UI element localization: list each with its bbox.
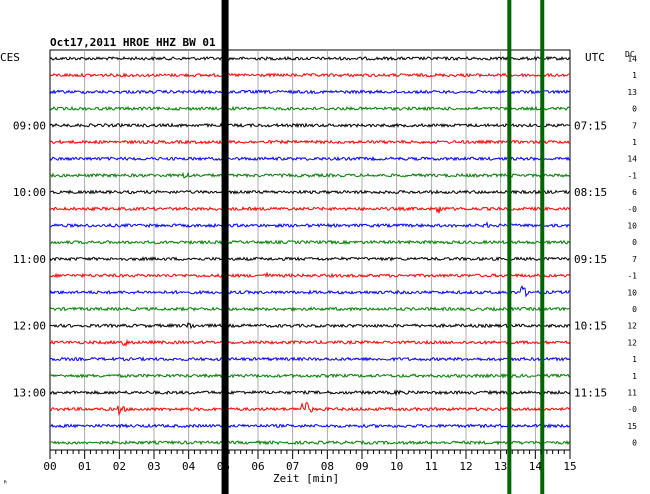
left-timezone-label: CES [0,51,20,64]
dc-value: 14 [627,155,637,164]
right-time-label: 11:15 [574,387,607,400]
x-tick-label: 15 [563,460,576,473]
dc-value: 1 [632,372,637,381]
trace-5 [49,139,571,145]
trace-6 [49,155,571,162]
x-tick-label: 10 [390,460,403,473]
right-time-label: 07:15 [574,119,607,132]
dc-value: -1 [627,171,637,180]
left-time-label: 11:00 [13,253,46,266]
dc-value: 12 [627,338,637,347]
x-tick-label: 04 [182,460,196,473]
trace-9 [49,205,571,214]
x-axis-title: Zeit [min] [273,472,339,485]
dc-value: -0 [627,205,637,214]
dc-value: 1 [632,138,637,147]
dc-value: 0 [632,439,637,448]
dc-value: 15 [627,422,637,431]
trace-10 [50,221,571,229]
dc-column-label: DC [625,50,635,59]
grid-lines [84,50,536,450]
trace-0 [49,55,571,62]
x-tick-label: 14 [529,460,543,473]
trace-7 [49,171,571,179]
x-tick-label: 07 [286,460,299,473]
x-tick-label: 11 [425,460,438,473]
dc-value: 11 [627,389,637,398]
trace-4 [49,122,571,129]
dc-value: -1 [627,272,637,281]
right-time-label: 08:15 [574,186,607,199]
trace-19 [49,372,571,379]
dc-value: 1 [632,71,637,80]
x-tick-label: 03 [147,460,160,473]
dc-value: 10 [627,288,637,297]
trace-13 [49,271,571,279]
left-time-labels: 09:00 10:00 11:00 12:00 13:00 [13,119,46,399]
dc-value: 14 [627,55,637,64]
trace-12 [49,256,571,262]
x-tick-label: 08 [321,460,334,473]
dc-value: 13 [627,88,637,97]
dc-value: 7 [632,255,637,264]
trace-18 [49,356,571,362]
trace-11 [49,239,571,246]
trace-15 [49,306,571,312]
right-time-labels: 07:15 08:15 09:15 10:15 11:15 [574,119,607,399]
right-time-label: 09:15 [574,253,607,266]
trace-20 [49,389,571,397]
x-tick-label: 06 [251,460,264,473]
trace-14 [49,285,571,298]
trace-17 [49,338,571,348]
left-time-label: 12:00 [13,320,46,333]
x-tick-label: 05 [217,460,230,473]
dc-value: 12 [627,322,637,331]
x-tick-label: 13 [494,460,507,473]
x-tick-label: 09 [355,460,368,473]
trace-3 [49,105,571,112]
dc-value: 7 [632,121,637,130]
x-axis-ticks [49,450,571,459]
x-tick-label: 02 [113,460,126,473]
dc-value: -0 [627,405,637,414]
trace-22 [49,423,571,429]
trace-8 [49,189,571,195]
seismic-traces [49,55,571,446]
x-tick-label: 01 [78,460,91,473]
dc-value: 0 [632,238,637,247]
chart-title: Oct17,2011 HROE HHZ BW 01 [50,36,216,49]
marker-lines [221,0,545,494]
trace-23 [49,439,571,446]
dc-value: 10 [627,222,637,231]
trace-1 [49,72,570,79]
right-time-label: 10:15 [574,320,607,333]
x-tick-label: 00 [43,460,56,473]
trace-21 [49,401,571,416]
left-time-label: 10:00 [13,186,46,199]
right-timezone-label: UTC [585,51,605,64]
x-tick-label: 12 [459,460,472,473]
dc-value: 1 [632,355,637,364]
corner-mark: ᴿ [3,479,8,488]
trace-2 [49,89,571,95]
dc-value: 0 [632,305,637,314]
left-time-label: 13:00 [13,387,46,400]
x-axis-tick-labels: 00 01 02 03 04 05 06 07 08 09 10 11 12 13 14 15 [43,460,576,473]
dc-value: 6 [632,188,637,197]
trace-16 [49,322,571,330]
left-time-label: 09:00 [13,119,46,132]
dc-value: 0 [632,105,637,114]
